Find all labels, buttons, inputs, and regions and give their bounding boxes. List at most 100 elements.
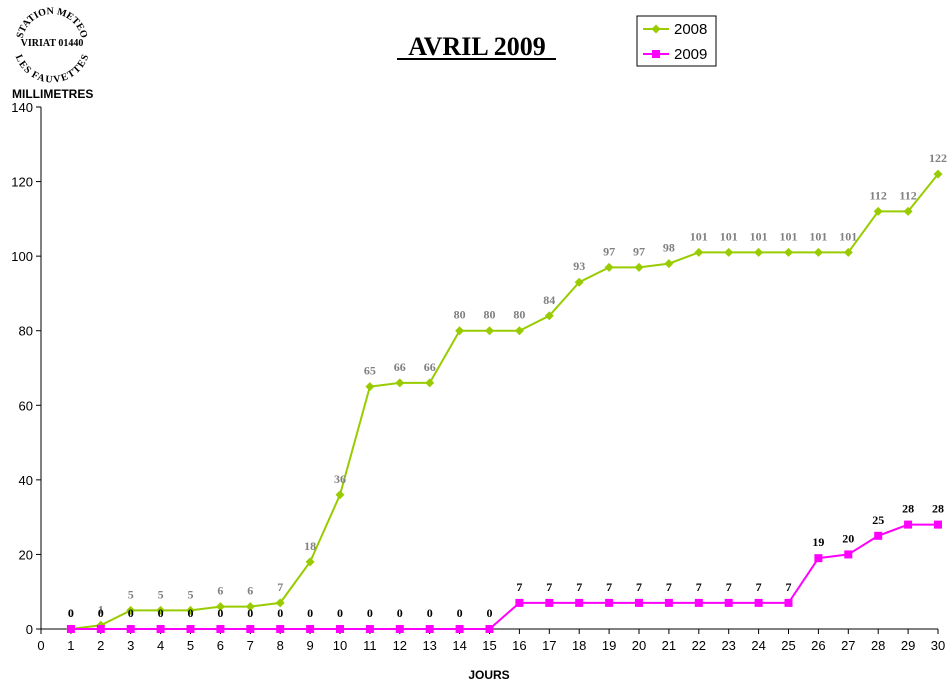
data-label-2008: 36 xyxy=(334,472,346,486)
data-label-2008: 101 xyxy=(839,229,857,243)
y-tick-label: 140 xyxy=(11,100,33,115)
data-label-2008: 98 xyxy=(663,241,675,255)
series-markers xyxy=(66,169,943,634)
point-2008 xyxy=(395,378,405,388)
data-label-2009: 0 xyxy=(68,606,74,620)
axes xyxy=(40,107,938,630)
x-ticks: 0 1 2 3 4 5 6 7 8 9 10 11 12 13 14 15 16 17 18 19 20 21 22 23 24… xyxy=(37,629,945,653)
data-label-2009: 0 xyxy=(98,606,104,620)
data-label-2008: 93 xyxy=(573,259,585,273)
point-2008 xyxy=(574,277,584,287)
data-label-2009: 0 xyxy=(188,606,194,620)
x-tick-label: 19 xyxy=(602,638,616,653)
x-tick-label: 17 xyxy=(542,638,556,653)
data-label-2008: 101 xyxy=(809,229,827,243)
data-label-2008: 5 xyxy=(158,587,164,601)
x-tick-label: 8 xyxy=(277,638,284,653)
point-2008 xyxy=(903,206,913,216)
data-label-2009: 7 xyxy=(606,580,612,594)
point-2008 xyxy=(425,378,435,388)
point-2008 xyxy=(664,259,674,269)
data-label-2008: 6 xyxy=(247,584,253,598)
data-label-2008: 80 xyxy=(454,308,466,322)
x-axis-title: JOURS xyxy=(468,668,509,682)
x-tick-label: 0 xyxy=(37,638,44,653)
point-2009 xyxy=(425,625,434,633)
data-label-2009: 0 xyxy=(128,606,134,620)
data-label-2009: 0 xyxy=(158,606,164,620)
data-label-2009: 7 xyxy=(786,580,792,594)
point-2009 xyxy=(904,520,913,529)
y-tick-label: 40 xyxy=(19,473,33,488)
data-label-2008: 84 xyxy=(543,293,555,307)
point-2008 xyxy=(694,247,704,257)
x-tick-label: 25 xyxy=(781,638,795,653)
data-label-2008: 66 xyxy=(394,360,406,374)
data-label-2008: 112 xyxy=(899,188,916,202)
data-label-2008: 65 xyxy=(364,364,376,378)
data-label-2008: 101 xyxy=(690,229,708,243)
data-label-2009: 0 xyxy=(457,606,463,620)
point-2009 xyxy=(934,520,942,529)
data-label-2009: 0 xyxy=(367,606,373,620)
logo-bottom-text: LES FAUVETTES xyxy=(13,53,92,86)
data-label-2009: 28 xyxy=(902,502,914,516)
point-2008 xyxy=(335,490,345,500)
point-2009 xyxy=(814,554,823,563)
point-2008 xyxy=(813,247,823,257)
point-2008 xyxy=(485,326,494,336)
data-label-2008: 5 xyxy=(188,587,194,601)
data-label-2008: 101 xyxy=(750,229,768,243)
data-label-2009: 7 xyxy=(726,580,732,594)
x-tick-label: 13 xyxy=(422,638,436,653)
data-label-2009: 7 xyxy=(666,580,672,594)
point-2008 xyxy=(784,247,793,257)
x-tick-label: 4 xyxy=(157,638,164,653)
point-2008 xyxy=(873,206,883,216)
data-label-2009: 0 xyxy=(247,606,253,620)
data-label-2008: 1 xyxy=(98,602,104,616)
data-label-2009: 0 xyxy=(397,606,403,620)
x-tick-label: 11 xyxy=(363,638,377,653)
data-label-2009: 28 xyxy=(932,502,944,516)
data-label-2008: 97 xyxy=(633,244,645,258)
point-2009 xyxy=(784,598,793,607)
data-label-2009: 7 xyxy=(756,580,762,594)
x-tick-label: 1 xyxy=(67,638,74,653)
data-label-2008: 80 xyxy=(513,308,525,322)
y-tick-label: 0 xyxy=(26,622,33,637)
chart-title: AVRIL 2009 xyxy=(408,32,546,61)
legend-box xyxy=(636,15,717,67)
point-2009 xyxy=(515,598,524,607)
data-label-2009: 0 xyxy=(307,606,313,620)
point-2008 xyxy=(754,247,764,257)
x-tick-label: 3 xyxy=(127,638,134,653)
series-lines xyxy=(70,173,939,630)
point-2009 xyxy=(605,598,614,607)
y-tick-label: 100 xyxy=(11,249,33,264)
series-line-2009 xyxy=(70,523,938,630)
x-tick-label: 30 xyxy=(931,638,945,653)
data-label-2008: 97 xyxy=(603,244,615,258)
data-label-2009: 7 xyxy=(696,580,702,594)
point-2009 xyxy=(126,625,135,633)
point-2009 xyxy=(96,625,105,633)
point-2008 xyxy=(933,169,943,179)
legend-label-2008: 2008 xyxy=(674,21,707,38)
point-2008 xyxy=(215,602,225,612)
x-tick-label: 9 xyxy=(306,638,313,653)
data-label-2009: 19 xyxy=(812,535,824,549)
data-label-2009: 25 xyxy=(872,513,884,527)
x-tick-label: 14 xyxy=(452,638,466,653)
station-logo: STATION METEO VIRIAT 01440 LES FAUVETTES xyxy=(13,6,92,86)
data-label-2009: 7 xyxy=(576,580,582,594)
data-label-2008: 5 xyxy=(128,587,134,601)
point-2008 xyxy=(365,382,375,392)
point-2008 xyxy=(305,557,315,567)
y-tick-label: 80 xyxy=(19,324,33,339)
data-label-2009: 0 xyxy=(427,606,433,620)
point-2008 xyxy=(126,605,136,615)
series-line-2008 xyxy=(70,173,939,630)
x-tick-label: 27 xyxy=(841,638,855,653)
